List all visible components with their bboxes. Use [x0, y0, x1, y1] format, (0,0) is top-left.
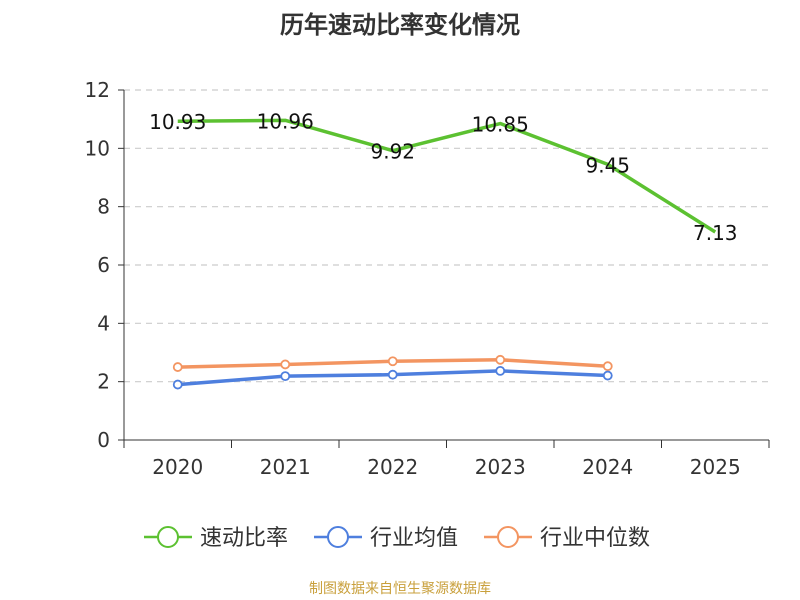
y-tick-label: 12	[85, 78, 110, 102]
data-label: 10.96	[257, 109, 314, 133]
grid-lines	[124, 89, 769, 383]
series-layer	[172, 118, 717, 390]
data-label: 9.92	[370, 140, 415, 164]
legend-marker	[327, 526, 349, 548]
x-tick-label: 2021	[260, 455, 311, 479]
data-point	[495, 354, 506, 365]
legend-item-1[interactable]: 速动比率	[144, 526, 288, 551]
legend[interactable]: 速动比率 行业均值 行业中位数	[144, 526, 650, 551]
y-tick-label: 2	[97, 370, 110, 394]
legend-label: 行业均值	[370, 526, 458, 551]
x-tick-label: 2024	[582, 455, 633, 479]
data-point	[495, 365, 506, 376]
legend-marker	[157, 526, 179, 548]
data-point	[602, 361, 613, 372]
data-label: 7.13	[693, 221, 738, 245]
data-label: 10.85	[472, 113, 529, 137]
axes: 0 2 4 6 8 10 12 2020 2021 2022 2023 2024 2025	[85, 78, 770, 479]
x-tick-label: 2022	[367, 455, 418, 479]
y-tick-label: 4	[97, 311, 110, 335]
chart-title: 历年速动比率变化情况	[280, 11, 520, 39]
x-tick-label: 2025	[690, 455, 741, 479]
y-tick-label: 10	[85, 136, 110, 160]
legend-item-2[interactable]: 行业均值	[314, 526, 458, 551]
data-point	[172, 379, 183, 390]
legend-label: 行业中位数	[540, 526, 650, 551]
y-tick-label: 8	[97, 195, 110, 219]
data-point	[280, 371, 291, 382]
y-tick-label: 0	[97, 428, 110, 452]
x-tick-label: 2020	[152, 455, 203, 479]
data-point	[280, 359, 291, 370]
data-point	[387, 356, 398, 367]
data-point	[172, 362, 183, 372]
data-label: 10.93	[149, 110, 206, 134]
legend-item-3[interactable]: 行业中位数	[484, 526, 650, 551]
data-point	[387, 369, 398, 380]
data-labels: 10.93 10.96 9.92 10.85 9.45 7.13	[149, 109, 737, 245]
series-line-1	[177, 118, 717, 234]
legend-label: 速动比率	[200, 526, 288, 551]
data-point	[602, 370, 613, 381]
x-tick-label: 2023	[475, 455, 526, 479]
data-label: 9.45	[585, 153, 630, 177]
legend-marker	[497, 526, 519, 548]
y-tick-label: 6	[97, 253, 110, 277]
source-note: 制图数据来自恒生聚源数据库	[309, 581, 491, 597]
